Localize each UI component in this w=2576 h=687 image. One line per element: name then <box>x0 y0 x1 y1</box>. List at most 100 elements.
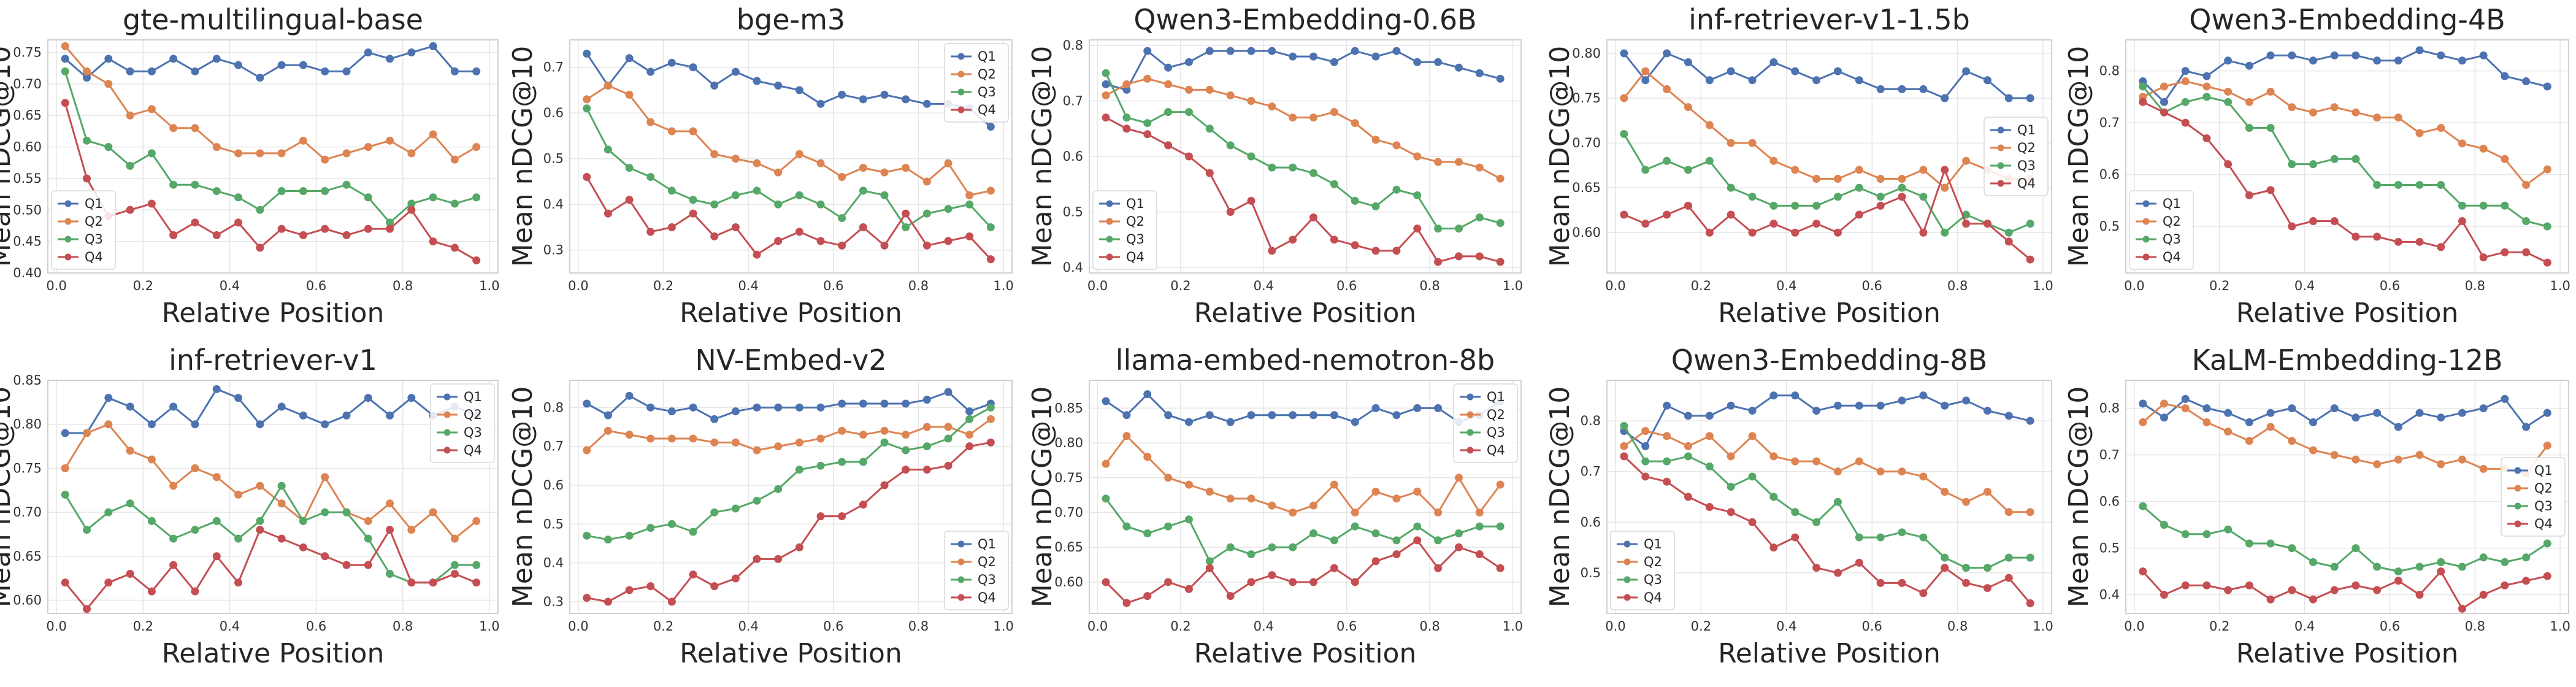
data-point-q1 <box>1641 76 1650 85</box>
data-point-q1 <box>1769 58 1778 67</box>
data-point-q2 <box>1496 174 1505 183</box>
data-point-q1 <box>1475 69 1484 77</box>
legend-label: Q4 <box>2017 176 2036 191</box>
data-point-q3 <box>774 485 783 493</box>
data-point-q1 <box>2224 409 2233 417</box>
x-tick-label: 0.0 <box>1605 619 1625 634</box>
data-point-q4 <box>1371 247 1380 255</box>
data-point-q1 <box>2458 409 2466 417</box>
data-point-q1 <box>753 403 761 412</box>
y-axis-label: Mean nDCG@10 <box>1027 386 1058 607</box>
x-tick-label: 0.4 <box>2294 278 2315 293</box>
data-point-q3 <box>2309 160 2317 169</box>
data-point-q1 <box>2479 51 2488 59</box>
data-point-q4 <box>1454 252 1463 261</box>
data-point-q3 <box>965 200 974 209</box>
data-point-q1 <box>583 49 591 58</box>
data-point-q4 <box>1122 599 1131 607</box>
x-tick-label: 0.2 <box>653 619 673 634</box>
data-point-q2 <box>450 155 459 164</box>
y-tick-label: 0.5 <box>1063 204 1083 219</box>
data-point-q3 <box>986 403 995 412</box>
data-point-q1 <box>922 396 931 404</box>
series-line-q3 <box>1105 72 1501 230</box>
data-point-q4 <box>1309 578 1318 586</box>
data-point-q2 <box>1102 459 1110 468</box>
data-point-q2 <box>169 482 178 490</box>
data-point-q1 <box>147 67 156 75</box>
data-point-q4 <box>1330 564 1338 572</box>
data-point-q3 <box>1941 228 1949 237</box>
legend-box <box>2129 190 2194 270</box>
data-point-q2 <box>1941 488 1949 496</box>
legend-swatch-marker <box>443 429 451 436</box>
data-point-q4 <box>147 199 156 208</box>
data-point-q2 <box>2458 139 2466 148</box>
data-point-q1 <box>1962 396 1971 405</box>
y-tick-label: 0.8 <box>1581 413 1601 428</box>
data-point-q2 <box>1434 509 1443 517</box>
legend-swatch-marker <box>443 411 451 418</box>
data-point-q4 <box>2543 572 2551 580</box>
data-point-q3 <box>256 205 264 214</box>
x-tick-label: 0.0 <box>1087 619 1108 634</box>
data-point-q3 <box>1247 550 1255 559</box>
data-point-q2 <box>710 150 719 158</box>
data-point-q3 <box>104 143 113 152</box>
data-point-q2 <box>816 434 825 443</box>
data-point-q2 <box>1330 108 1338 117</box>
data-point-q1 <box>2330 51 2339 59</box>
data-point-q3 <box>234 534 243 543</box>
data-point-q4 <box>1122 125 1131 133</box>
data-point-q4 <box>965 232 974 240</box>
data-point-q1 <box>2522 423 2531 431</box>
data-point-q4 <box>1371 557 1380 566</box>
data-point-q4 <box>1330 236 1338 244</box>
data-point-q4 <box>1620 210 1628 219</box>
series-line-q2 <box>1105 435 1501 514</box>
data-point-q2 <box>731 438 740 447</box>
x-axis-label: Relative Position <box>680 638 902 669</box>
data-point-q3 <box>1496 219 1505 228</box>
data-point-q3 <box>1392 185 1401 194</box>
plot-frame <box>1089 380 1522 614</box>
legend-swatch-marker <box>1106 236 1113 243</box>
data-point-q4 <box>795 228 803 236</box>
legend-swatch-marker <box>1997 144 2004 152</box>
data-point-q1 <box>1434 404 1443 412</box>
legend: Q1 Q2 Q3 Q4 <box>430 383 495 463</box>
data-point-q3 <box>1143 529 1152 538</box>
data-point-q3 <box>1434 225 1443 233</box>
data-point-q4 <box>880 241 889 250</box>
data-point-q1 <box>2245 61 2253 70</box>
data-point-q1 <box>1309 52 1318 61</box>
data-point-q3 <box>1371 529 1380 538</box>
data-point-q3 <box>689 528 697 536</box>
data-point-q2 <box>2415 451 2424 459</box>
y-tick-label: 0.6 <box>543 106 564 120</box>
legend: Q1 Q2 Q3 Q4 <box>944 531 1009 610</box>
data-point-q4 <box>2202 581 2211 589</box>
chart-title: Qwen3-Embedding-4B <box>2189 3 2505 36</box>
y-axis-label: Mean nDCG@10 <box>1544 46 1576 267</box>
data-point-q4 <box>2352 232 2360 241</box>
data-point-q3 <box>1684 452 1692 461</box>
data-point-q1 <box>2160 98 2168 106</box>
x-tick-label: 0.6 <box>306 619 326 634</box>
data-point-q4 <box>1475 252 1484 261</box>
legend-label: Q2 <box>978 555 996 569</box>
data-point-q4 <box>1309 213 1318 222</box>
data-point-q2 <box>774 442 783 451</box>
x-tick-label: 0.2 <box>2209 278 2229 293</box>
data-point-q4 <box>1663 210 1671 219</box>
legend-box <box>51 190 116 270</box>
x-tick-label: 0.8 <box>2465 278 2485 293</box>
legend-swatch-marker <box>2142 236 2150 243</box>
x-axis-label: Relative Position <box>162 638 385 669</box>
legend-label: Q4 <box>1487 443 1505 458</box>
legend-box <box>430 383 495 463</box>
data-point-q2 <box>2330 103 2339 112</box>
data-point-q4 <box>2004 574 2013 582</box>
data-point-q2 <box>2479 144 2488 153</box>
data-point-q1 <box>61 55 69 63</box>
